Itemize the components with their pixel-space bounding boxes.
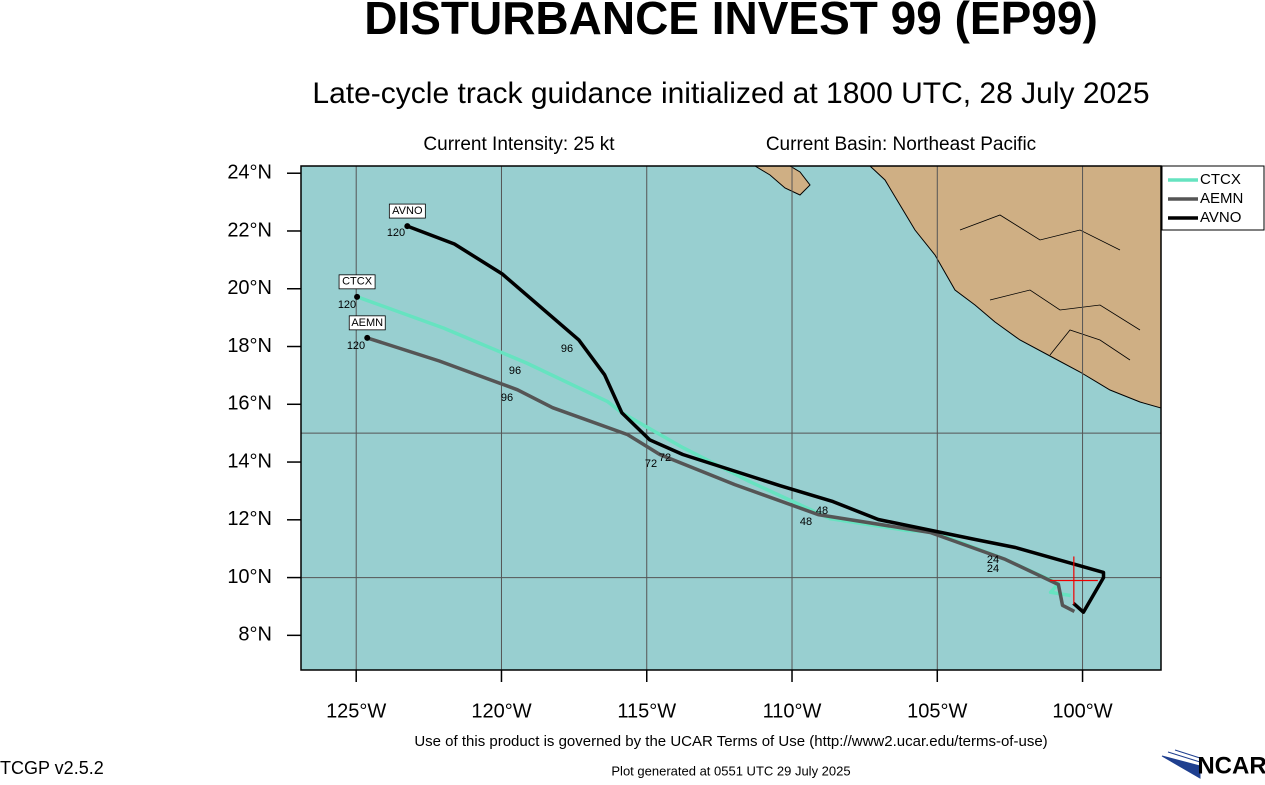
plot-frame bbox=[300, 165, 1162, 671]
state-borders bbox=[959, 214, 1141, 361]
generated: Plot generated at 0551 UTC 29 July 2025 bbox=[611, 763, 850, 778]
y-tick-label: 20°N bbox=[227, 277, 272, 299]
track-name: AEMN bbox=[351, 317, 383, 329]
y-tick-label: 8°N bbox=[238, 624, 272, 646]
x-tick-label: 110°W bbox=[763, 700, 822, 722]
land bbox=[754, 166, 1161, 409]
hour-label: 72 bbox=[645, 458, 657, 470]
track-end bbox=[354, 293, 361, 300]
track-end bbox=[364, 334, 371, 341]
track bbox=[406, 224, 1106, 614]
hour-label: 96 bbox=[501, 392, 513, 404]
track-name-box bbox=[388, 203, 426, 219]
logo: NCAR bbox=[1197, 752, 1265, 779]
intensity: Current Intensity: 25 kt bbox=[423, 134, 615, 155]
version: TCGP v2.5.2 bbox=[0, 758, 104, 778]
legend-label: CTCX bbox=[1200, 171, 1241, 188]
hour-label: 24 bbox=[987, 554, 999, 566]
hour-label: 120 bbox=[338, 299, 356, 311]
y-tick-label: 22°N bbox=[227, 219, 272, 241]
y-tick-label: 12°N bbox=[227, 508, 272, 530]
y-tick-label: 16°N bbox=[227, 393, 272, 415]
x-tick-label: 100°W bbox=[1052, 700, 1112, 722]
y-tick-label: 24°N bbox=[227, 162, 272, 184]
x-tick-label: 105°W bbox=[907, 700, 967, 722]
title: DISTURBANCE INVEST 99 (EP99) bbox=[364, 0, 1098, 44]
hour-label: 24 bbox=[987, 563, 999, 575]
legend-label: AEMN bbox=[1200, 190, 1243, 207]
hour-label: 120 bbox=[387, 227, 405, 239]
track-end bbox=[404, 223, 411, 230]
track-name-box bbox=[338, 274, 376, 290]
y-tick-label: 14°N bbox=[227, 450, 272, 472]
mexico bbox=[869, 166, 1161, 409]
footer: Use of this product is governed by the U… bbox=[414, 733, 1047, 750]
track-name-box bbox=[348, 315, 386, 331]
hour-label: 96 bbox=[509, 365, 521, 377]
hour-label: 120 bbox=[347, 340, 365, 352]
hour-label: 48 bbox=[816, 505, 828, 517]
logo-mark bbox=[1161, 749, 1201, 779]
basin: Current Basin: Northeast Pacific bbox=[766, 134, 1036, 155]
hour-label: 48 bbox=[800, 516, 812, 528]
hour-label: 96 bbox=[561, 343, 573, 355]
subtitle: Late-cycle track guidance initialized at… bbox=[312, 77, 1149, 110]
x-tick-label: 120°W bbox=[471, 700, 531, 722]
track-name: AVNO bbox=[392, 205, 423, 217]
y-tick-label: 18°N bbox=[227, 335, 272, 357]
x-tick-label: 125°W bbox=[326, 700, 386, 722]
track bbox=[366, 336, 1076, 613]
hour-label: 72 bbox=[659, 452, 671, 464]
legend-label: AVNO bbox=[1200, 209, 1241, 226]
y-tick-label: 10°N bbox=[227, 566, 272, 588]
track-name: CTCX bbox=[342, 276, 373, 288]
x-tick-label: 115°W bbox=[617, 700, 676, 722]
